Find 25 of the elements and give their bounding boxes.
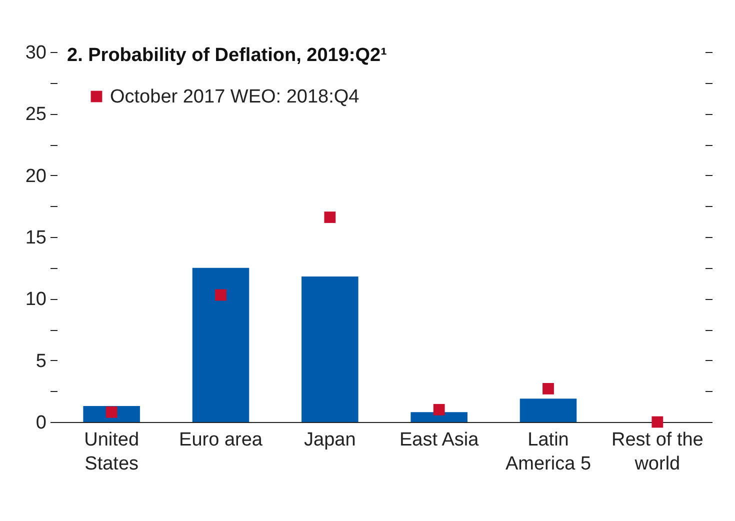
y-tick-label: 5 (36, 350, 46, 372)
y-tick-label: 25 (25, 104, 46, 126)
point (106, 406, 118, 418)
x-tick-label: United States (84, 430, 140, 474)
x-tick-label: East Asia (399, 430, 480, 450)
x-tick-label: Japan (304, 430, 356, 450)
y-tick-label: 0 (36, 412, 46, 434)
point (433, 404, 445, 416)
y-tick-label: 10 (25, 289, 46, 310)
x-tick-label: Euro area (179, 430, 263, 450)
x-tick-label: Latin America 5 (505, 430, 592, 474)
point (542, 383, 554, 394)
y-tick-label: 30 (25, 42, 46, 64)
y-tick-label: 20 (25, 166, 46, 187)
point (215, 289, 226, 301)
chart-title: 2. Probability of Deflation, 2019:Q2¹ (67, 45, 387, 66)
point (652, 416, 664, 428)
bar (410, 412, 468, 422)
y-tick-label: 15 (25, 228, 46, 248)
bar (192, 268, 250, 422)
x-tick-label: Rest of the world (611, 430, 704, 474)
bar (520, 398, 577, 422)
bar (302, 276, 358, 422)
legend-label: October 2017 WEO: 2018:Q4 (110, 86, 360, 108)
point (324, 212, 336, 223)
